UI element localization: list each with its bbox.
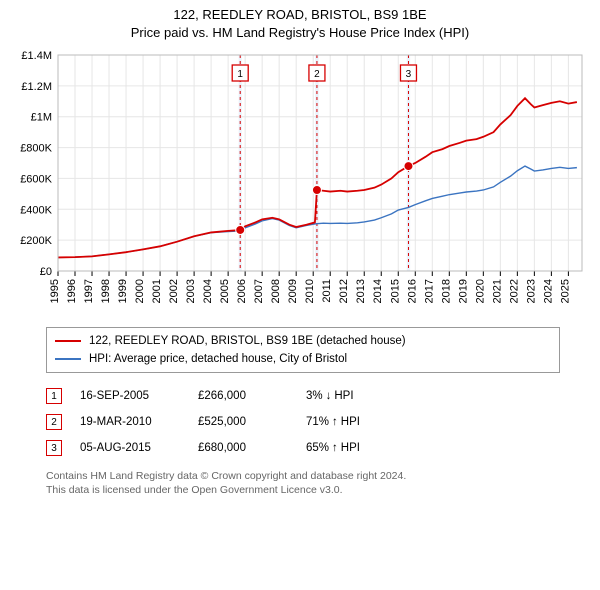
transaction-diff: 71%↑HPI	[306, 416, 416, 428]
transaction-diff: 65%↑HPI	[306, 442, 416, 454]
legend-row: HPI: Average price, detached house, City…	[55, 350, 551, 368]
footer-line-2: This data is licensed under the Open Gov…	[46, 483, 590, 497]
svg-text:1997: 1997	[83, 279, 95, 303]
svg-text:1: 1	[237, 69, 243, 80]
svg-text:2006: 2006	[236, 279, 248, 303]
transaction-price: £525,000	[198, 416, 288, 428]
footer-line-1: Contains HM Land Registry data © Crown c…	[46, 469, 590, 483]
svg-text:2012: 2012	[338, 279, 350, 303]
svg-text:2023: 2023	[525, 279, 537, 303]
chart-area: £0 £200K £400K £600K £800K £1M £1.2M £1.4M 1995 1…	[10, 49, 590, 319]
transaction-date: 05-AUG-2015	[80, 442, 180, 454]
transaction-row: 3 05-AUG-2015 £680,000 65%↑HPI	[46, 435, 560, 461]
transaction-row: 2 19-MAR-2010 £525,000 71%↑HPI	[46, 409, 560, 435]
legend-box: 122, REEDLEY ROAD, BRISTOL, BS9 1BE (det…	[46, 327, 560, 373]
legend-label: 122, REEDLEY ROAD, BRISTOL, BS9 1BE (det…	[89, 335, 406, 347]
transaction-date: 19-MAR-2010	[80, 416, 180, 428]
line-chart-svg: £0 £200K £400K £600K £800K £1M £1.2M £1.4M 1995 1…	[10, 49, 590, 319]
title-line-1: 122, REEDLEY ROAD, BRISTOL, BS9 1BE	[0, 6, 600, 24]
svg-text:2007: 2007	[253, 279, 265, 303]
svg-text:2003: 2003	[185, 279, 197, 303]
svg-text:2015: 2015	[389, 279, 401, 303]
svg-text:2008: 2008	[270, 279, 282, 303]
arrow-up-icon: ↑	[332, 442, 338, 454]
svg-text:2014: 2014	[372, 279, 384, 303]
transaction-date: 16-SEP-2005	[80, 390, 180, 402]
svg-text:£1M: £1M	[31, 112, 52, 124]
transaction-price: £680,000	[198, 442, 288, 454]
legend-row: 122, REEDLEY ROAD, BRISTOL, BS9 1BE (det…	[55, 332, 551, 350]
legend-label: HPI: Average price, detached house, City…	[89, 353, 347, 365]
svg-text:2011: 2011	[321, 279, 333, 303]
svg-text:1999: 1999	[117, 279, 129, 303]
svg-text:1995: 1995	[49, 279, 61, 303]
svg-text:£200K: £200K	[20, 235, 52, 247]
svg-text:2018: 2018	[440, 279, 452, 303]
transaction-price: £266,000	[198, 390, 288, 402]
svg-text:2020: 2020	[474, 279, 486, 303]
svg-text:£800K: £800K	[20, 143, 52, 155]
svg-text:2016: 2016	[406, 279, 418, 303]
transaction-row: 1 16-SEP-2005 £266,000 3%↓HPI	[46, 383, 560, 409]
svg-text:£1.4M: £1.4M	[21, 50, 52, 62]
transaction-marker: 1	[46, 388, 62, 404]
svg-text:2009: 2009	[287, 279, 299, 303]
svg-text:2013: 2013	[355, 279, 367, 303]
svg-text:2010: 2010	[304, 279, 316, 303]
title-line-2: Price paid vs. HM Land Registry's House …	[0, 24, 600, 42]
arrow-down-icon: ↓	[326, 390, 332, 402]
svg-text:2017: 2017	[423, 279, 435, 303]
transaction-diff: 3%↓HPI	[306, 390, 416, 402]
legend-swatch	[55, 358, 81, 360]
legend-swatch	[55, 340, 81, 342]
transaction-marker: 2	[46, 414, 62, 430]
svg-text:2024: 2024	[542, 279, 554, 303]
footer-attribution: Contains HM Land Registry data © Crown c…	[46, 469, 590, 497]
svg-text:1996: 1996	[66, 279, 78, 303]
svg-text:2025: 2025	[559, 279, 571, 303]
svg-text:2021: 2021	[491, 279, 503, 303]
svg-text:2005: 2005	[219, 279, 231, 303]
svg-text:2: 2	[314, 69, 320, 80]
transaction-marker: 3	[46, 440, 62, 456]
transactions-table: 1 16-SEP-2005 £266,000 3%↓HPI 2 19-MAR-2010 £5…	[46, 383, 560, 461]
svg-text:£600K: £600K	[20, 174, 52, 186]
svg-text:2022: 2022	[508, 279, 520, 303]
arrow-up-icon: ↑	[332, 416, 338, 428]
svg-text:2000: 2000	[134, 279, 146, 303]
svg-text:2004: 2004	[202, 279, 214, 303]
svg-text:2001: 2001	[151, 279, 163, 303]
svg-text:3: 3	[406, 69, 412, 80]
svg-text:2019: 2019	[457, 279, 469, 303]
svg-text:£0: £0	[40, 266, 52, 278]
svg-text:£400K: £400K	[20, 204, 52, 216]
svg-text:2002: 2002	[168, 279, 180, 303]
svg-text:£1.2M: £1.2M	[21, 81, 52, 93]
chart-titles: 122, REEDLEY ROAD, BRISTOL, BS9 1BE Pric…	[0, 0, 600, 41]
svg-text:1998: 1998	[100, 279, 112, 303]
